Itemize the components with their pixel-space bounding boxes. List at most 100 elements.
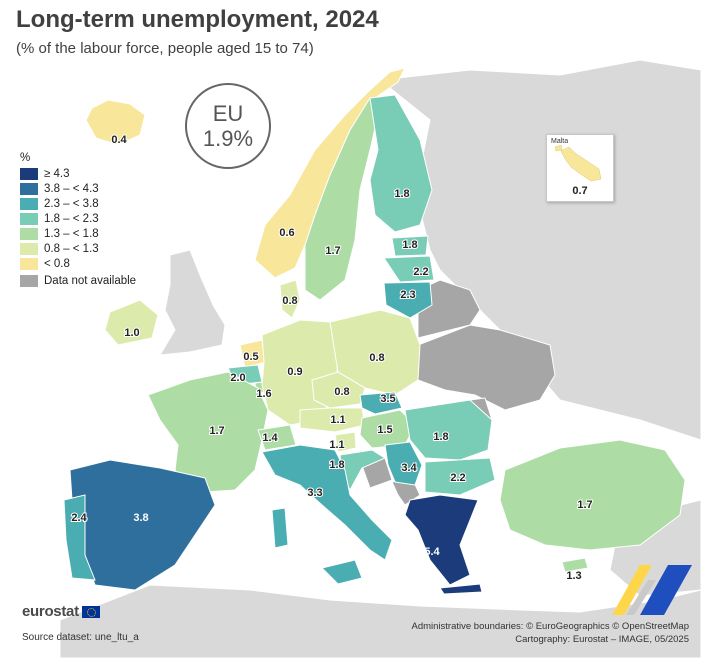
map-value-label-cz: 0.8 — [334, 386, 349, 398]
legend-label: 1.8 – < 2.3 — [44, 213, 99, 225]
region-italy-sardinia — [271, 507, 289, 549]
malta-value: 0.7 — [572, 185, 588, 197]
map-value-labels: 0.4 0.6 1.7 1.8 1.8 2.2 2.3 0.8 1.0 0.5 2.0 1.6 0.9 0… — [70, 133, 593, 583]
legend-item: ≥ 4.3 — [20, 167, 136, 181]
region-italy — [261, 444, 393, 561]
page-subtitle: (% of the labour force, people aged 15 t… — [16, 40, 314, 57]
legend-item-not-available: Data not available — [20, 274, 136, 288]
credits: Administrative boundaries: © EuroGeograp… — [412, 620, 690, 646]
map-value-label-pl: 0.8 — [369, 352, 384, 364]
legend-item: 2.3 – < 3.8 — [20, 197, 136, 211]
region-estonia — [391, 235, 429, 257]
eu-average-badge: EU 1.9% — [185, 83, 271, 169]
region-slovenia — [334, 431, 357, 453]
map-value-label-fr: 1.7 — [209, 425, 224, 437]
non-eu-land — [59, 59, 701, 658]
legend-classes: ≥ 4.3 3.8 – < 4.3 2.3 – < 3.8 1.8 – < 2.… — [20, 167, 136, 288]
map-value-label-tr: 1.7 — [577, 499, 592, 511]
legend-title: % — [20, 152, 31, 164]
legend-label: ≥ 4.3 — [44, 168, 70, 180]
map-value-label-si: 1.1 — [329, 439, 344, 451]
malta-island — [560, 146, 602, 182]
region-finland — [369, 94, 433, 233]
legend-swatch — [20, 243, 38, 255]
map-value-label-sk: 3.5 — [380, 393, 395, 405]
uk-shape — [159, 249, 226, 356]
legend-item: 1.8 – < 2.3 — [20, 212, 136, 226]
regions — [63, 67, 686, 595]
map-value-label-hr: 1.8 — [329, 459, 344, 471]
region-denmark — [279, 279, 301, 319]
map-value-label-at: 1.1 — [330, 414, 345, 426]
malta-inset-title: Malta — [551, 138, 569, 145]
map-value-label-bg: 2.2 — [450, 472, 465, 484]
legend-swatch — [20, 213, 38, 225]
map-value-label-it: 3.3 — [307, 487, 322, 499]
region-norway — [254, 67, 406, 279]
legend-item: 3.8 – < 4.3 — [20, 182, 136, 196]
legend-item: < 0.8 — [20, 257, 136, 271]
malta-map — [554, 144, 602, 182]
region-ireland — [104, 299, 159, 346]
map-value-label-lu: 1.6 — [256, 388, 271, 400]
region-romania — [404, 399, 493, 461]
eurostat-wordmark: eurostat — [22, 603, 79, 620]
map-value-label-hu: 1.5 — [377, 424, 392, 436]
region-serbia — [384, 441, 423, 486]
gozo-island — [554, 144, 563, 152]
map-value-label-ie: 1.0 — [124, 327, 139, 339]
legend-label: 2.3 – < 3.8 — [44, 198, 99, 210]
region-czechia — [311, 371, 366, 409]
map-value-label-be: 2.0 — [230, 372, 245, 384]
gisco-logo — [612, 565, 692, 615]
eu-value: 1.9% — [202, 126, 254, 151]
map-value-label-lt: 2.3 — [400, 289, 415, 301]
legend-swatch — [20, 198, 38, 210]
legend-item: 0.8 – < 1.3 — [20, 242, 136, 256]
map-value-label-es: 3.8 — [133, 512, 148, 524]
map-value-label-cy: 1.3 — [566, 570, 581, 582]
eu-flag-icon — [81, 605, 100, 618]
malta-inset: Malta 0.7 — [546, 134, 614, 202]
legend-swatch — [20, 183, 38, 195]
eurostat-logo: eurostat — [22, 603, 100, 620]
map-value-label-de: 0.9 — [287, 366, 302, 378]
map-value-label-lv: 2.2 — [413, 266, 428, 278]
region-france — [147, 371, 269, 493]
map-value-label-is: 0.4 — [111, 134, 127, 146]
region-sweden — [304, 96, 379, 301]
legend-swatch — [20, 275, 38, 287]
region-switzerland — [257, 424, 297, 451]
map-value-label-fi: 1.8 — [394, 188, 409, 200]
region-bulgaria — [424, 457, 496, 496]
map-value-label-ch: 1.4 — [262, 432, 278, 444]
credits-cartography: Cartography: Eurostat – IMAGE, 05/2025 — [515, 634, 689, 645]
belarus-shape — [417, 279, 481, 339]
map-value-label-no: 0.6 — [279, 227, 294, 239]
region-turkey — [499, 439, 686, 551]
region-greece — [404, 494, 479, 586]
legend-label: < 0.8 — [44, 258, 70, 270]
region-slovakia — [359, 391, 403, 415]
region-portugal — [63, 494, 96, 581]
north-africa-shape — [59, 584, 701, 658]
map-value-label-nl: 0.5 — [243, 351, 258, 363]
region-lithuania — [383, 281, 433, 319]
ukraine-shape — [417, 324, 556, 411]
page-title: Long-term unemployment, 2024 — [16, 6, 379, 33]
legend-swatch — [20, 168, 38, 180]
unavailable-countries — [359, 279, 556, 506]
region-greece-crete — [439, 583, 483, 595]
region-cyprus — [561, 557, 589, 573]
map-value-label-rs: 3.4 — [401, 462, 417, 474]
legend-item: 1.3 – < 1.8 — [20, 227, 136, 241]
region-italy-sicily — [321, 559, 363, 585]
region-latvia — [383, 255, 435, 283]
eu-label: EU — [212, 101, 244, 126]
map-value-label-se: 1.7 — [325, 245, 340, 257]
source-note: Source dataset: une_ltu_a — [22, 632, 139, 643]
map-value-label-ro: 1.8 — [433, 431, 448, 443]
legend-swatch — [20, 228, 38, 240]
map-value-label-el: 5.4 — [424, 546, 440, 558]
